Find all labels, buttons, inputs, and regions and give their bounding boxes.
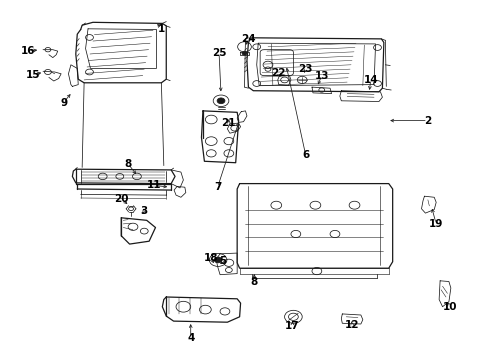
Text: 6: 6 <box>302 150 308 160</box>
Text: 10: 10 <box>442 302 456 312</box>
Text: 12: 12 <box>344 320 359 330</box>
Text: 17: 17 <box>285 321 299 331</box>
Circle shape <box>217 98 224 104</box>
Text: 25: 25 <box>211 48 226 58</box>
Text: 13: 13 <box>314 71 328 81</box>
Text: 19: 19 <box>428 219 443 229</box>
Text: 16: 16 <box>21 46 36 56</box>
Text: 22: 22 <box>271 68 285 78</box>
Text: 4: 4 <box>186 333 194 343</box>
Text: 7: 7 <box>213 182 221 192</box>
Text: 8: 8 <box>124 159 131 169</box>
Text: 20: 20 <box>114 194 128 204</box>
Text: 11: 11 <box>146 180 161 190</box>
Text: 5: 5 <box>219 256 225 266</box>
Text: 24: 24 <box>241 34 255 44</box>
Text: 23: 23 <box>298 64 312 74</box>
Text: 9: 9 <box>60 98 67 108</box>
Text: 21: 21 <box>221 118 236 128</box>
Text: 8: 8 <box>250 276 257 287</box>
Text: 2: 2 <box>424 116 430 126</box>
Circle shape <box>214 257 222 263</box>
Text: 1: 1 <box>158 24 164 34</box>
Circle shape <box>242 51 246 55</box>
Text: 3: 3 <box>141 206 147 216</box>
Text: 14: 14 <box>363 75 377 85</box>
Text: 18: 18 <box>203 253 218 264</box>
Text: 15: 15 <box>26 70 41 80</box>
